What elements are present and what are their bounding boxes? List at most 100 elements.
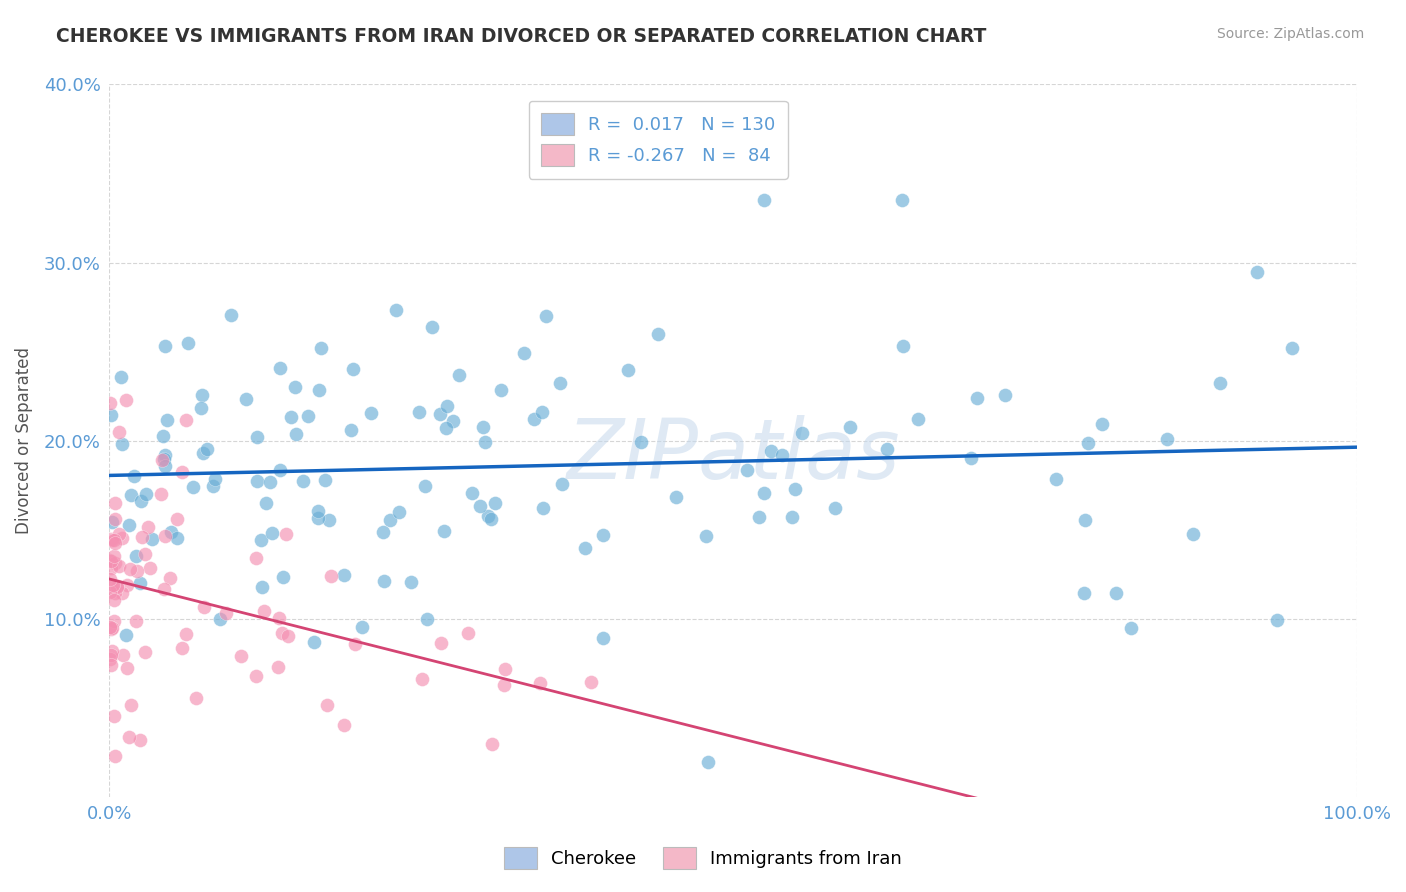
Point xyxy=(204,472,226,486)
Point xyxy=(245,550,267,565)
Point xyxy=(1045,472,1067,486)
Point xyxy=(344,637,367,651)
Point xyxy=(118,562,141,576)
Point xyxy=(893,338,915,352)
Point xyxy=(697,755,720,769)
Point xyxy=(176,413,198,427)
Point xyxy=(494,678,516,692)
Point xyxy=(616,362,638,376)
Point xyxy=(229,648,252,663)
Point xyxy=(103,549,125,563)
Point xyxy=(105,581,128,595)
Point xyxy=(104,512,127,526)
Point xyxy=(754,194,776,208)
Point xyxy=(647,326,669,341)
Point xyxy=(110,531,132,545)
Point xyxy=(114,392,136,407)
Point xyxy=(134,645,156,659)
Point xyxy=(253,604,276,618)
Point xyxy=(139,561,162,575)
Point xyxy=(413,479,436,493)
Point xyxy=(436,399,458,413)
Point xyxy=(193,599,215,614)
Point xyxy=(129,494,152,508)
Point xyxy=(128,576,150,591)
Point xyxy=(105,579,128,593)
Point xyxy=(350,620,373,634)
Point xyxy=(441,414,464,428)
Point xyxy=(307,504,329,518)
Point xyxy=(250,580,273,594)
Point xyxy=(385,302,408,317)
Point xyxy=(101,578,124,592)
Point xyxy=(477,508,499,523)
Point xyxy=(246,474,269,488)
Point xyxy=(141,532,163,546)
Point xyxy=(110,370,132,384)
Point xyxy=(166,531,188,545)
Point xyxy=(474,434,496,449)
Point xyxy=(115,628,138,642)
Point xyxy=(1209,376,1232,390)
Point xyxy=(371,524,394,539)
Point xyxy=(592,528,614,542)
Point xyxy=(124,469,146,483)
Point xyxy=(104,557,127,571)
Point xyxy=(118,730,141,744)
Point xyxy=(759,443,782,458)
Point xyxy=(100,408,122,422)
Point xyxy=(420,320,443,334)
Point xyxy=(149,486,172,500)
Point xyxy=(780,510,803,524)
Point xyxy=(534,309,557,323)
Point xyxy=(153,338,176,352)
Point xyxy=(1281,342,1303,356)
Point xyxy=(103,533,125,547)
Point xyxy=(447,368,470,382)
Point xyxy=(522,412,544,426)
Point xyxy=(101,533,124,548)
Point xyxy=(479,512,502,526)
Point xyxy=(308,383,330,397)
Point xyxy=(737,463,759,477)
Point xyxy=(770,448,793,462)
Point xyxy=(283,379,305,393)
Point xyxy=(1156,432,1178,446)
Point xyxy=(318,513,340,527)
Point xyxy=(274,526,297,541)
Point xyxy=(270,625,292,640)
Point xyxy=(280,410,302,425)
Point xyxy=(907,412,929,426)
Point xyxy=(531,405,554,419)
Point xyxy=(100,622,122,636)
Point xyxy=(98,584,121,599)
Point xyxy=(966,392,988,406)
Point xyxy=(103,593,125,607)
Point xyxy=(548,376,571,391)
Point xyxy=(360,406,382,420)
Point xyxy=(181,480,204,494)
Point xyxy=(115,578,138,592)
Point xyxy=(430,635,453,649)
Point xyxy=(115,661,138,675)
Point xyxy=(824,500,846,515)
Point xyxy=(214,607,236,621)
Point xyxy=(890,194,912,208)
Point xyxy=(401,575,423,590)
Point xyxy=(136,519,159,533)
Point xyxy=(1182,527,1205,541)
Point xyxy=(630,435,652,450)
Point xyxy=(1074,513,1097,527)
Point xyxy=(259,475,281,489)
Point xyxy=(529,676,551,690)
Point xyxy=(307,511,329,525)
Point xyxy=(471,419,494,434)
Point xyxy=(153,451,176,466)
Point xyxy=(131,530,153,544)
Point xyxy=(551,477,574,491)
Point xyxy=(574,541,596,556)
Point xyxy=(108,425,131,439)
Point xyxy=(994,388,1017,402)
Point xyxy=(98,651,121,665)
Point xyxy=(101,644,124,658)
